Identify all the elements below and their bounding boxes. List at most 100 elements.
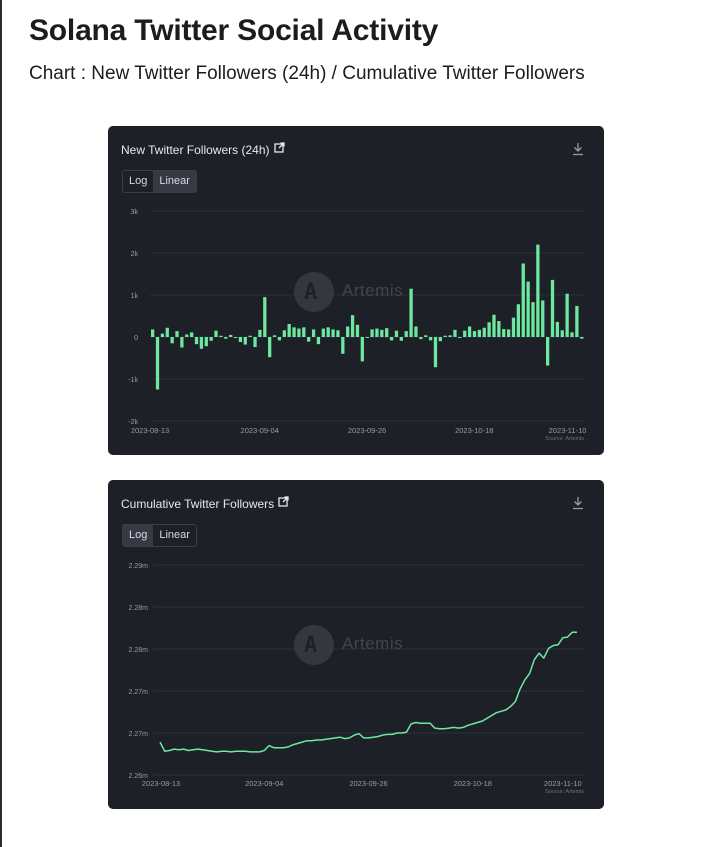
- series-line: [159, 631, 577, 753]
- artemis-logo-icon: A: [294, 625, 334, 665]
- bar: [555, 321, 560, 337]
- bar: [253, 337, 257, 348]
- bar: [414, 326, 418, 337]
- bar: [175, 331, 179, 337]
- bar: [302, 327, 306, 337]
- x-tick-label: 2023-08-13: [142, 779, 180, 788]
- x-tick-label: 2023-11-10: [549, 426, 587, 435]
- page-subtitle: Chart : New Twitter Followers (24h) / Cu…: [29, 63, 585, 84]
- log-scale-button[interactable]: Log: [129, 175, 148, 187]
- y-tick-label: 2.29m: [129, 563, 149, 570]
- scale-toggle: Log Linear: [122, 170, 197, 193]
- x-tick-label: 2023-11-10: [544, 779, 582, 788]
- download-icon[interactable]: [572, 496, 584, 510]
- bar: [185, 334, 189, 337]
- bar: [355, 324, 360, 337]
- y-tick-label: -2k: [128, 419, 138, 426]
- bar: [238, 337, 243, 343]
- bar: [316, 337, 321, 345]
- bar: [394, 330, 399, 337]
- x-tick-label: 2023-09-26: [348, 426, 386, 435]
- bar: [570, 332, 574, 337]
- y-tick-label: -1k: [128, 377, 138, 384]
- bar: [160, 333, 165, 337]
- y-tick-label: 2.26m: [129, 773, 149, 780]
- artemis-watermark: A Artemis: [294, 625, 419, 665]
- source-label: Source: Artemis: [545, 789, 584, 795]
- bar: [463, 330, 467, 337]
- bar: [497, 321, 501, 337]
- bar: [399, 337, 403, 341]
- bar: [331, 329, 335, 337]
- artemis-watermark: A Artemis: [294, 272, 419, 312]
- x-tick-label: 2023-09-04: [241, 426, 279, 435]
- bar: [209, 337, 213, 341]
- bar: [287, 323, 291, 337]
- external-link-icon[interactable]: [278, 496, 289, 507]
- bar: [321, 328, 325, 337]
- bar: [536, 244, 540, 337]
- bar: [248, 335, 252, 337]
- bar: [380, 329, 384, 337]
- linear-scale-button[interactable]: Linear: [153, 171, 196, 192]
- bar: [219, 335, 223, 337]
- bar: [482, 327, 486, 337]
- bar: [541, 300, 545, 337]
- download-icon[interactable]: [572, 142, 584, 156]
- bar: [438, 337, 442, 342]
- bar: [453, 329, 457, 337]
- bar: [502, 329, 506, 337]
- bar: [467, 326, 472, 337]
- x-tick-label: 2023-09-26: [349, 779, 387, 788]
- y-tick-label: 2.28m: [129, 605, 149, 612]
- left-border: [0, 0, 2, 847]
- bar: [297, 328, 301, 337]
- bar: [365, 337, 369, 338]
- cumulative-followers-chart-card: 2.29m 2.28m 2.28m 2.27m 2.27m 2.26m 2023-08-13…: [108, 480, 604, 809]
- bar: [263, 297, 267, 337]
- source-label: Source: Artemis: [545, 436, 584, 442]
- bar: [199, 337, 204, 349]
- external-link-icon[interactable]: [274, 142, 285, 153]
- bar: [282, 330, 286, 337]
- bar: [458, 337, 462, 338]
- x-tick-label: 2023-09-04: [245, 779, 283, 788]
- x-tick-label: 2023-10-18: [454, 779, 492, 788]
- bar: [341, 337, 345, 354]
- bar: [214, 330, 218, 337]
- bar: [419, 337, 423, 340]
- bar: [311, 329, 316, 337]
- bar: [180, 337, 184, 348]
- bar: [511, 317, 516, 337]
- bar: [565, 293, 569, 337]
- bar: [389, 337, 394, 341]
- bar: [433, 337, 438, 368]
- bar: [560, 330, 564, 337]
- bar: [165, 327, 169, 337]
- bar: [448, 335, 452, 337]
- x-tick-label: 2023-10-18: [455, 426, 493, 435]
- bar: [375, 328, 379, 337]
- bar: [151, 329, 155, 337]
- bar: [224, 337, 228, 339]
- page-title: Solana Twitter Social Activity: [29, 14, 439, 47]
- y-tick-label: 3k: [131, 209, 139, 216]
- bar: [516, 304, 521, 337]
- new-followers-chart-card: 3k 2k 1k 0 -1k -2k 2023-08-13 2023-09-04 2023-09…: [108, 126, 604, 455]
- scale-toggle: Log Linear: [122, 524, 197, 547]
- bar: [350, 315, 355, 337]
- bar: [404, 331, 408, 337]
- log-scale-button[interactable]: Log: [123, 525, 154, 546]
- bar: [268, 337, 272, 358]
- bar: [258, 329, 262, 337]
- linear-scale-button[interactable]: Linear: [159, 529, 190, 541]
- watermark-text: Artemis: [342, 634, 404, 653]
- bar: [531, 302, 535, 337]
- artemis-logo-icon: A: [294, 272, 334, 312]
- bar: [472, 331, 477, 337]
- bar: [336, 330, 340, 337]
- y-tick-label: 2.27m: [129, 689, 149, 696]
- bar: [492, 314, 496, 337]
- bar: [443, 335, 447, 337]
